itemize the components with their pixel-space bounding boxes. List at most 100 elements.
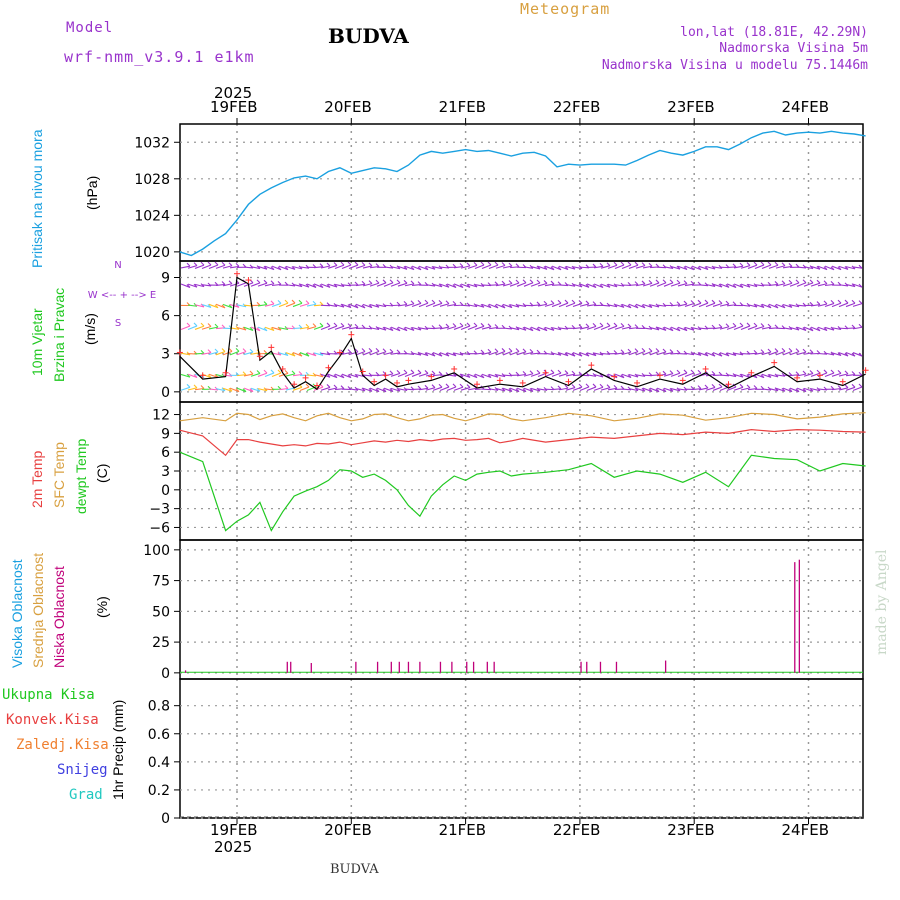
day-label: 23FEB (667, 821, 715, 839)
wind-arrow-head (473, 374, 478, 379)
wind-arrow (271, 326, 282, 331)
wind-arrow-head (389, 279, 394, 284)
wind-arrow (243, 373, 254, 377)
wind-arrow-head (816, 350, 821, 354)
wind-arrow (796, 266, 807, 269)
wind-arrow-head (676, 279, 681, 284)
wind-arrow-head (746, 262, 751, 266)
wind-arrow-head (585, 383, 590, 388)
wind-arrow (796, 387, 807, 393)
y-tick-label: 0.6 (148, 727, 170, 743)
wind-arrow (670, 282, 681, 287)
panel-frame (179, 401, 864, 541)
wind-arrow-head (340, 374, 345, 379)
temp-line-0 (179, 428, 866, 457)
wind-arrow-head (186, 284, 191, 288)
wind-arrow-head (501, 387, 506, 392)
wind-arrow (194, 387, 205, 391)
wind-arrow (670, 304, 681, 307)
wind-arrow (257, 388, 268, 392)
wind-arrow-head (375, 388, 380, 393)
panel-frame (179, 539, 864, 680)
wind-arrow (761, 373, 772, 378)
wind-arrow-head (214, 261, 219, 266)
wind-arrow (243, 387, 254, 393)
wind-arrow-head (613, 384, 618, 389)
wind-arrow (663, 326, 674, 332)
wind-arrow-head (396, 265, 401, 270)
wind-arrow (404, 283, 415, 287)
wind-arrow-head (305, 283, 310, 288)
wind-arrow (852, 303, 863, 307)
wind-arrow (208, 373, 219, 378)
wind-arrow (782, 350, 793, 356)
wind-arrow (852, 283, 863, 288)
wind-arrow-head (235, 303, 240, 308)
wind-arrow (516, 373, 527, 377)
wind-arrow (425, 387, 436, 391)
wind-arrow-head (368, 262, 373, 267)
wind-arrow-head (711, 352, 716, 357)
wind-arrow (831, 372, 842, 377)
wind-arrow (229, 387, 240, 393)
wind-arrow (194, 264, 205, 269)
wind-arrow (313, 386, 324, 391)
wind-arrow-head (690, 300, 695, 304)
wind-arrow-head (718, 371, 723, 376)
wind-arrow-head (284, 352, 289, 356)
wind-arrow (761, 388, 772, 391)
wind-arrow-head (746, 283, 751, 288)
wind-arrow (516, 351, 527, 356)
wind-arrow (719, 303, 730, 307)
y-tick-label: 0 (161, 811, 170, 827)
wind-arrow (222, 283, 233, 287)
wind-arrow-head (417, 385, 422, 390)
wind-arrow-head (249, 327, 254, 331)
wind-arrow-head (823, 266, 828, 270)
wind-arrow-head (592, 263, 597, 268)
wind-arrow (453, 265, 464, 269)
wind-arrow-head (704, 352, 709, 357)
wind-arrow-head (851, 299, 856, 304)
compass-we: W <-- + --> E (88, 290, 157, 301)
y-tick-label: 0 (161, 483, 170, 499)
wind-arrow (460, 265, 471, 269)
wind-arrow (376, 326, 387, 331)
wind-arrow-head (739, 373, 744, 378)
wind-arrow-head (634, 324, 639, 329)
wind-arrow (523, 266, 534, 269)
wind-arrow-head (438, 324, 443, 329)
wind-arrow (383, 351, 394, 356)
wind-arrow (803, 387, 814, 392)
wind-arrow-head (683, 369, 688, 374)
wind-arrow (775, 265, 786, 269)
wind-arrow (705, 352, 716, 357)
wind-arrow-head (347, 261, 352, 266)
wind-arrow-head (858, 323, 863, 328)
wind-arrow-head (354, 281, 359, 286)
wind-arrow-head (515, 371, 520, 376)
wind-arrow-head (277, 385, 282, 390)
wind-arrow-head (767, 348, 772, 353)
wind-arrow-head (214, 304, 219, 309)
wind-arrow (320, 386, 331, 391)
wind-arrow (467, 373, 478, 379)
wind-arrow (404, 352, 415, 355)
wind-arrow (439, 326, 450, 330)
wind-arrow-head (739, 383, 744, 388)
wind-arrow-head (837, 369, 842, 374)
wind-arrow (775, 283, 786, 287)
wind-arrow-head (361, 324, 366, 329)
wind-arrow-head (424, 352, 429, 357)
legend-total-rain: Ukupna Kisa (2, 687, 95, 703)
wind-arrow (719, 352, 730, 357)
wind-arrow-head (235, 263, 240, 267)
wind-arrow-head (347, 374, 352, 378)
wind-arrow-head (207, 304, 212, 308)
wind-arrow-head (508, 262, 513, 267)
wind-arrow (530, 372, 541, 377)
wind-arrow (684, 326, 695, 331)
wind-arrow-head (284, 266, 289, 271)
wind-arrow (705, 302, 716, 308)
wind-arrow-head (662, 279, 667, 284)
